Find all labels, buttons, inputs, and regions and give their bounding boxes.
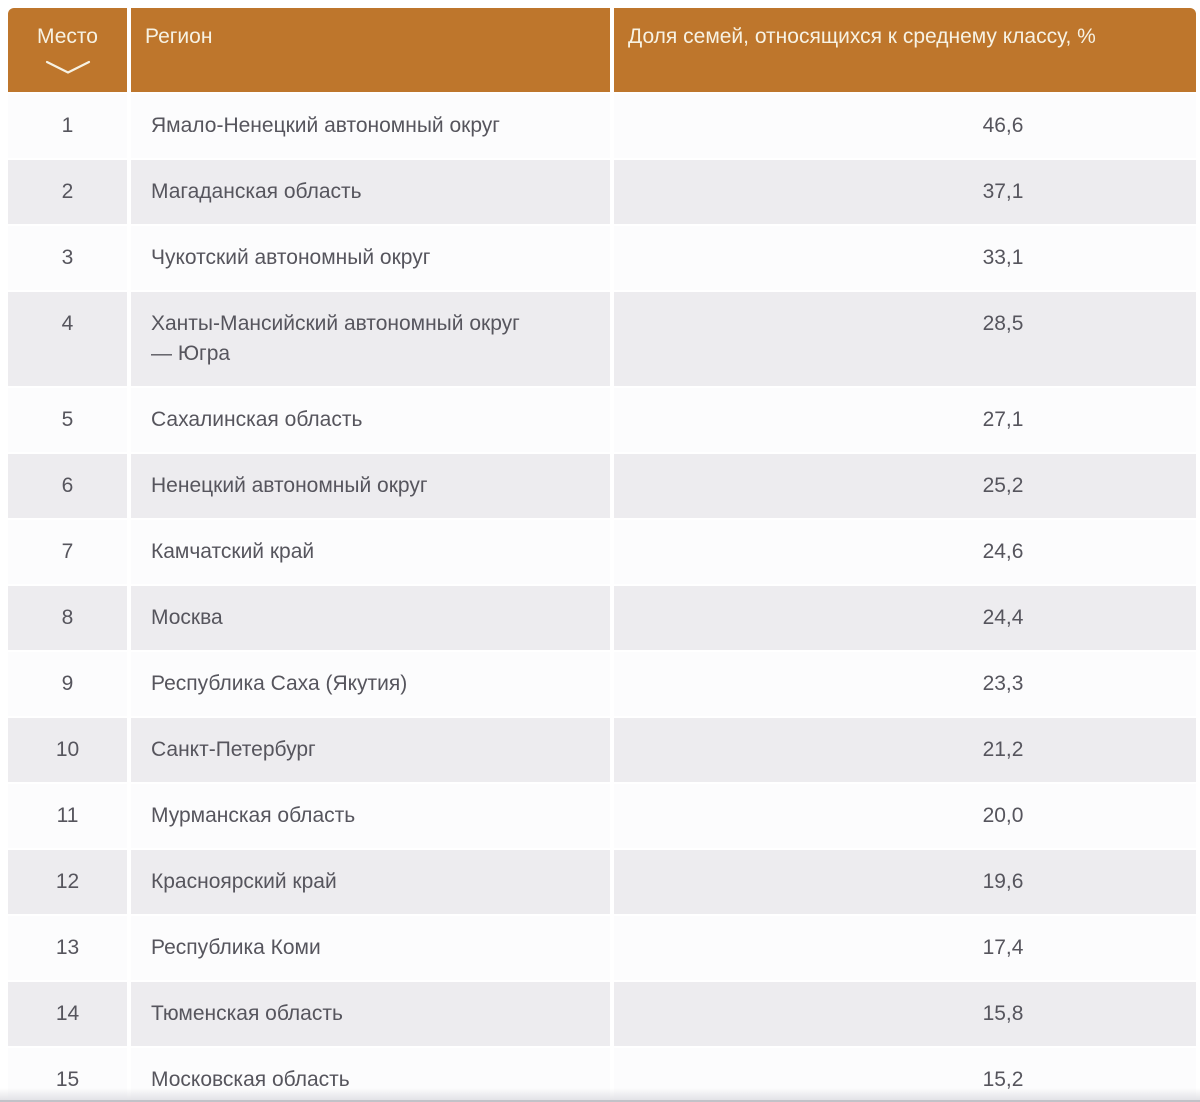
rank-cell: 14 [8,982,127,1046]
rank-cell: 12 [8,850,127,914]
rank-cell: 10 [8,718,127,782]
table-row: 1 Ямало-Ненецкий автономный округ 46,6 [8,94,1196,158]
value-cell: 19,6 [614,850,1196,914]
region-cell: Сахалинская область [131,388,610,452]
rank-cell: 8 [8,586,127,650]
table-header-row: Место Регион Доля семей, относящихся к с… [8,8,1196,92]
table-row: 14 Тюменская область 15,8 [8,982,1196,1046]
column-header-region-label: Регион [145,25,213,48]
sort-chevron-down-icon[interactable] [45,60,91,75]
region-cell: Ханты-Мансийский автономный округ — Югра [131,292,610,386]
rank-cell: 13 [8,916,127,980]
value-cell: 21,2 [614,718,1196,782]
region-cell: Красноярский край [131,850,610,914]
value-cell: 24,6 [614,520,1196,584]
region-cell: Чукотский автономный округ [131,226,610,290]
table-row: 6 Ненецкий автономный округ 25,2 [8,454,1196,518]
value-cell: 28,5 [614,292,1196,386]
value-cell: 27,1 [614,388,1196,452]
table-row: 10 Санкт-Петербург 21,2 [8,718,1196,782]
rank-cell: 9 [8,652,127,716]
rank-cell: 4 [8,292,127,386]
region-cell: Санкт-Петербург [131,718,610,782]
table-row: 8 Москва 24,4 [8,586,1196,650]
rank-cell: 6 [8,454,127,518]
rank-cell: 5 [8,388,127,452]
table-row: 9 Республика Саха (Якутия) 23,3 [8,652,1196,716]
rank-cell: 3 [8,226,127,290]
value-cell: 23,3 [614,652,1196,716]
rank-cell: 7 [8,520,127,584]
region-cell: Москва [131,586,610,650]
table-row: 4 Ханты-Мансийский автономный округ — Юг… [8,292,1196,386]
value-cell: 20,0 [614,784,1196,848]
region-cell: Московская область [131,1048,610,1102]
table-row: 3 Чукотский автономный округ 33,1 [8,226,1196,290]
table-row: 12 Красноярский край 19,6 [8,850,1196,914]
table-row: 13 Республика Коми 17,4 [8,916,1196,980]
region-cell: Камчатский край [131,520,610,584]
table-row: 2 Магаданская область 37,1 [8,160,1196,224]
table-row: 15 Московская область 15,2 [8,1048,1196,1102]
value-cell: 15,8 [614,982,1196,1046]
value-cell: 15,2 [614,1048,1196,1102]
region-cell: Ямало-Ненецкий автономный округ [131,94,610,158]
value-cell: 33,1 [614,226,1196,290]
value-cell: 25,2 [614,454,1196,518]
rank-cell: 15 [8,1048,127,1102]
region-cell: Республика Саха (Якутия) [131,652,610,716]
table-row: 7 Камчатский край 24,6 [8,520,1196,584]
region-cell: Магаданская область [131,160,610,224]
value-cell: 46,6 [614,94,1196,158]
region-cell: Тюменская область [131,982,610,1046]
column-header-share: Доля семей, относящихся к среднему класс… [614,8,1196,92]
regions-middle-class-table: Место Регион Доля семей, относящихся к с… [8,8,1196,1102]
region-cell: Ненецкий автономный округ [131,454,610,518]
column-header-region: Регион [131,8,610,92]
rank-cell: 1 [8,94,127,158]
table-row: 11 Мурманская область 20,0 [8,784,1196,848]
region-cell: Республика Коми [131,916,610,980]
value-cell: 37,1 [614,160,1196,224]
column-header-rank-label: Место [37,25,98,48]
rank-cell: 11 [8,784,127,848]
value-cell: 24,4 [614,586,1196,650]
column-header-share-label: Доля семей, относящихся к среднему класс… [628,25,1096,48]
table-row: 5 Сахалинская область 27,1 [8,388,1196,452]
value-cell: 17,4 [614,916,1196,980]
column-header-rank[interactable]: Место [8,8,127,92]
rank-cell: 2 [8,160,127,224]
region-cell: Мурманская область [131,784,610,848]
